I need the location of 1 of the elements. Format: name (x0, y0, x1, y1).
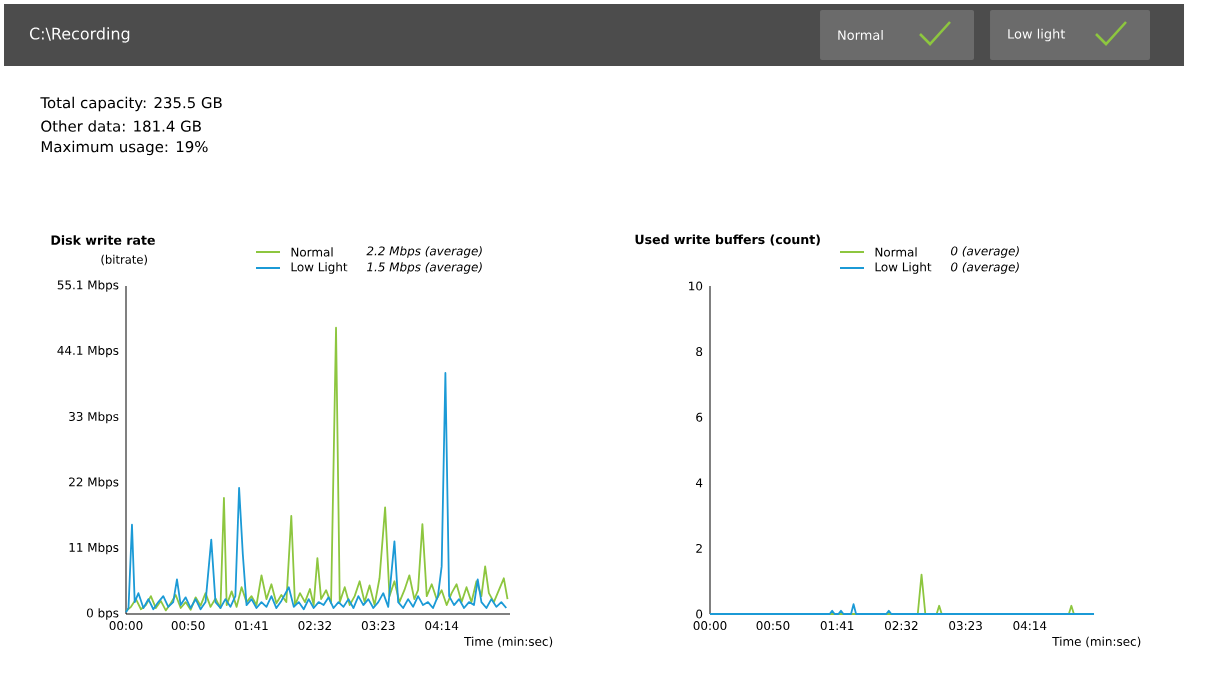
line-series (125, 372, 508, 614)
